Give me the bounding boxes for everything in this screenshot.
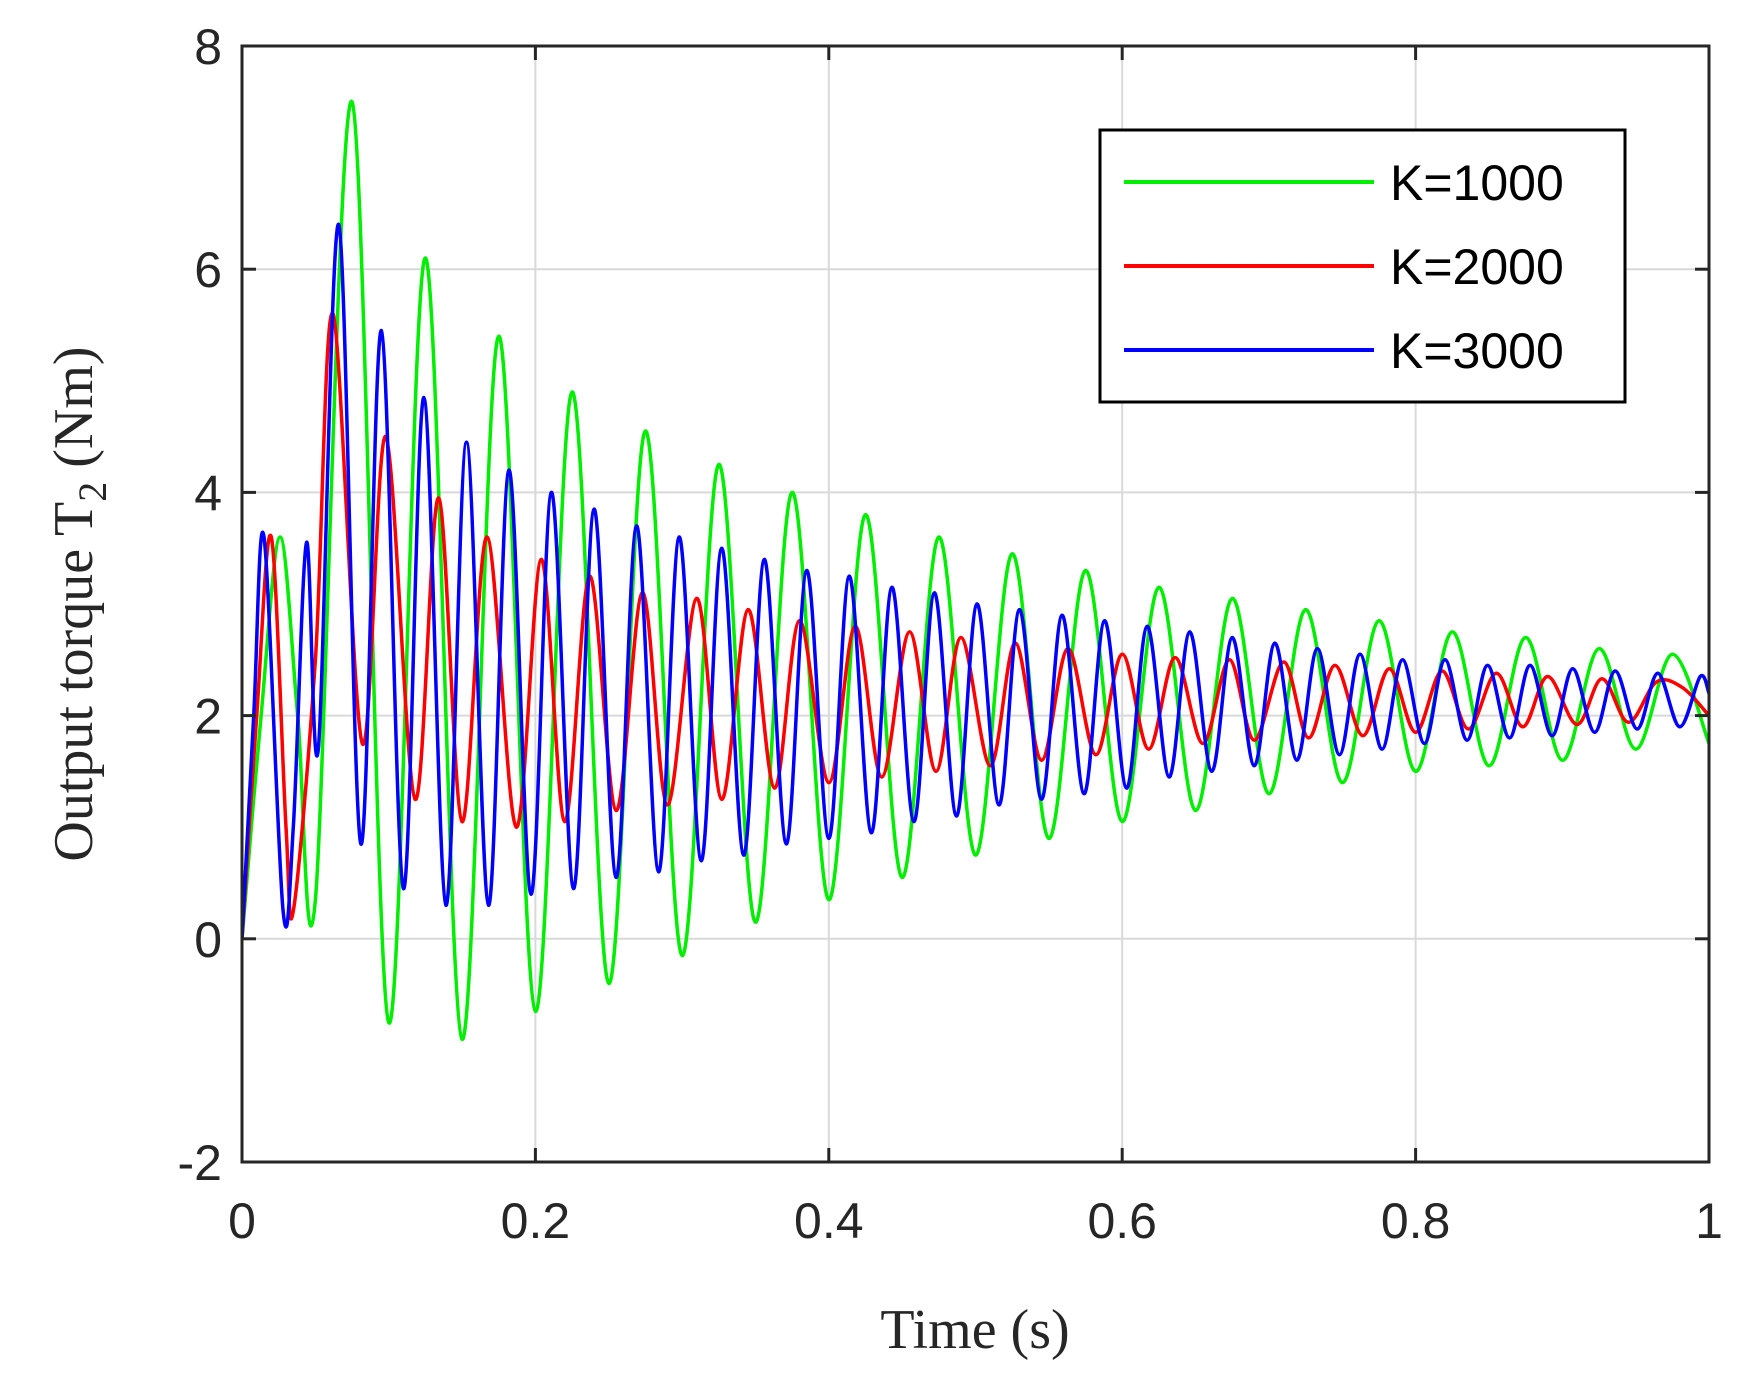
plot-area bbox=[242, 99, 1709, 1041]
x-tick-label: 0.2 bbox=[501, 1193, 571, 1249]
x-axis-title: Time (s) bbox=[880, 1299, 1069, 1361]
y-axis-title-main: Output torque T bbox=[43, 502, 105, 862]
y-tick-label: 6 bbox=[194, 242, 222, 298]
y-tick-label: 4 bbox=[194, 465, 222, 521]
x-tick-label: 1 bbox=[1695, 1193, 1723, 1249]
x-tick-labels: 0 0.2 0.4 0.6 0.8 1 bbox=[228, 1193, 1723, 1249]
legend: K=1000 K=2000 K=3000 bbox=[1098, 128, 1627, 404]
y-axis-title-space bbox=[43, 468, 105, 482]
y-axis-title-unit: (Nm) bbox=[43, 346, 105, 467]
legend-label-k3000: K=3000 bbox=[1390, 323, 1564, 379]
y-tick-label: 0 bbox=[194, 912, 222, 968]
axes-box bbox=[240, 44, 1711, 1164]
y-tick-label: -2 bbox=[178, 1135, 222, 1191]
series-group bbox=[242, 99, 1709, 1041]
y-axis-title: Output torque T2 (Nm) bbox=[43, 346, 115, 861]
x-tick-label: 0.4 bbox=[794, 1193, 864, 1249]
y-tick-label: 2 bbox=[194, 689, 222, 745]
x-tick-label: 0.8 bbox=[1381, 1193, 1451, 1249]
y-axis-title-subscript: 2 bbox=[70, 482, 115, 502]
y-axis-title-group: Output torque T2 (Nm) bbox=[43, 346, 115, 861]
x-tick-label: 0 bbox=[228, 1193, 256, 1249]
legend-label-k2000: K=2000 bbox=[1390, 239, 1564, 295]
x-tick-label: 0.6 bbox=[1087, 1193, 1157, 1249]
series-line-k1000 bbox=[242, 99, 1709, 1041]
legend-label-k1000: K=1000 bbox=[1390, 155, 1564, 211]
y-tick-labels: -2 0 2 4 6 8 bbox=[178, 19, 222, 1191]
y-tick-label: 8 bbox=[194, 19, 222, 75]
ticks bbox=[240, 44, 1711, 1164]
series-line-k3000 bbox=[242, 222, 1709, 941]
